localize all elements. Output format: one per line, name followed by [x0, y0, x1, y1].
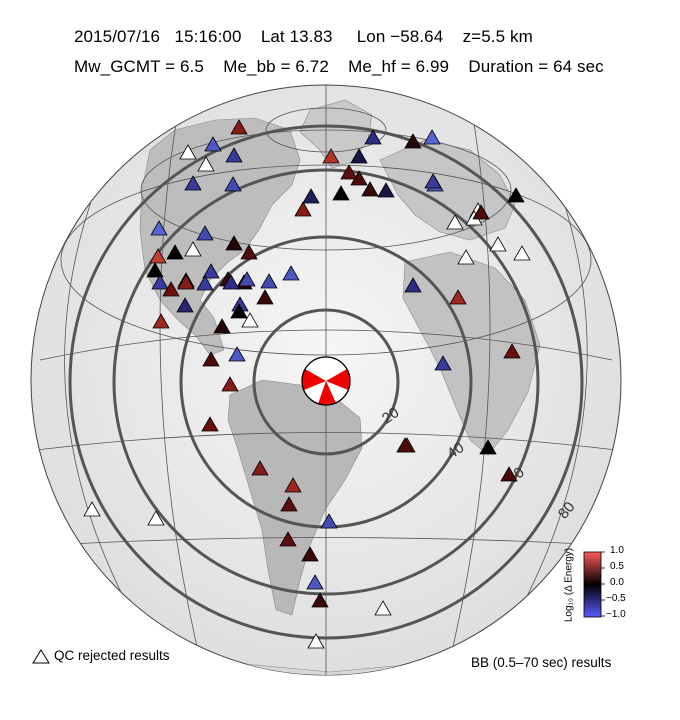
station-triangle — [311, 592, 329, 608]
distance-label-40: 40 — [444, 439, 467, 462]
land-north-america — [139, 117, 301, 356]
station-triangle — [196, 275, 214, 291]
station-triangle — [251, 460, 269, 476]
station-triangle — [230, 303, 248, 319]
station-triangle — [225, 235, 243, 251]
station-triangle — [221, 376, 239, 392]
station-triangle — [302, 188, 320, 204]
station-triangle — [225, 147, 243, 163]
colorbar — [583, 551, 605, 618]
station-triangle — [162, 281, 180, 297]
station-triangle — [284, 477, 302, 493]
colorbar-title: Log₁₀ (Δ Energy) — [563, 547, 575, 623]
station-triangle — [332, 185, 350, 201]
station-qc-rejected-triangle — [307, 633, 325, 649]
station-triangle — [322, 148, 340, 164]
station-triangle — [202, 351, 220, 367]
qc-rejected-label: QC rejected results — [54, 648, 170, 663]
station-triangle — [279, 531, 297, 547]
colorbar-tick-label: −1.0 — [606, 609, 626, 620]
station-triangle — [149, 248, 167, 264]
station-triangle — [240, 244, 258, 260]
station-triangle — [176, 297, 194, 313]
station-triangle — [228, 346, 246, 362]
event-header-line-2: Mw_GCMT = 6.5 Me_bb = 6.72 Me_hf = 6.99 … — [74, 57, 604, 76]
station-triangle — [260, 273, 278, 289]
station-triangle — [224, 176, 242, 192]
station-triangle — [404, 133, 422, 149]
station-triangle — [151, 274, 169, 290]
station-triangle — [152, 313, 170, 329]
station-triangle — [230, 119, 248, 135]
station-triangle — [201, 416, 219, 432]
colorbar-ticks — [601, 551, 605, 617]
station-triangle — [204, 136, 222, 152]
focal-mechanism-beachball — [301, 356, 351, 406]
station-triangle — [146, 262, 164, 278]
station-triangle — [213, 318, 231, 334]
station-triangle — [449, 289, 467, 305]
station-triangle — [282, 265, 300, 281]
colorbar-tick-label: 0.0 — [610, 577, 624, 588]
stations-layer — [83, 119, 531, 649]
station-triangle — [500, 466, 518, 482]
station-triangle — [423, 129, 441, 145]
station-qc-rejected-triangle — [184, 241, 202, 257]
station-qc-rejected-triangle — [374, 600, 392, 616]
station-qc-rejected-triangle — [489, 236, 507, 252]
colorbar-tick-label: 1.0 — [610, 545, 624, 556]
station-triangle — [364, 129, 382, 145]
station-triangle — [222, 274, 240, 290]
distance-ring-70 — [112, 168, 540, 596]
station-triangle — [350, 148, 368, 164]
distance-label-20: 20 — [379, 404, 402, 427]
station-triangle — [256, 289, 274, 305]
station-triangle — [434, 355, 452, 371]
distance-ring-20 — [252, 308, 400, 456]
station-triangle — [472, 204, 490, 220]
event-header-line-1: 2015/07/16 15:16:00 Lat 13.83 Lon −58.64… — [74, 27, 533, 46]
station-qc-rejected-triangle — [513, 245, 531, 261]
station-triangle — [196, 225, 214, 241]
station-triangle — [507, 187, 525, 203]
station-triangle — [396, 437, 414, 453]
station-triangle — [184, 175, 202, 191]
station-triangle — [294, 201, 312, 217]
station-triangle — [479, 439, 497, 455]
station-triangle — [377, 182, 395, 198]
station-triangle — [202, 263, 220, 279]
bb-results-label: BB (0.5–70 sec) results — [471, 655, 612, 670]
station-triangle — [340, 164, 358, 180]
station-triangle — [150, 220, 168, 236]
station-triangle — [166, 244, 184, 260]
station-qc-rejected-triangle — [241, 312, 259, 328]
station-qc-rejected-triangle — [457, 249, 475, 265]
station-qc-rejected-triangle — [147, 510, 165, 526]
land-africa — [402, 251, 541, 456]
colorbar-tick-label: 0.5 — [610, 561, 624, 572]
station-qc-rejected-triangle — [197, 156, 215, 172]
station-triangle — [404, 277, 422, 293]
colorbar-gradient — [583, 551, 602, 618]
station-qc-rejected-triangle — [83, 501, 101, 517]
station-triangle — [280, 496, 298, 512]
station-triangle — [320, 513, 338, 529]
distance-ring-80 — [68, 124, 584, 640]
land-masses — [99, 99, 561, 675]
station-triangle — [238, 271, 256, 287]
station-triangle — [177, 274, 195, 290]
station-qc-rejected-triangle — [179, 144, 197, 160]
station-triangle — [301, 546, 319, 562]
colorbar-tick-label: −0.5 — [606, 593, 626, 604]
station-triangle — [306, 574, 324, 590]
qc-rejected-triangle-icon — [32, 649, 50, 664]
station-qc-rejected-triangle — [446, 214, 464, 230]
station-triangle — [361, 181, 379, 197]
station-triangle — [503, 343, 521, 359]
station-triangle — [424, 173, 442, 189]
